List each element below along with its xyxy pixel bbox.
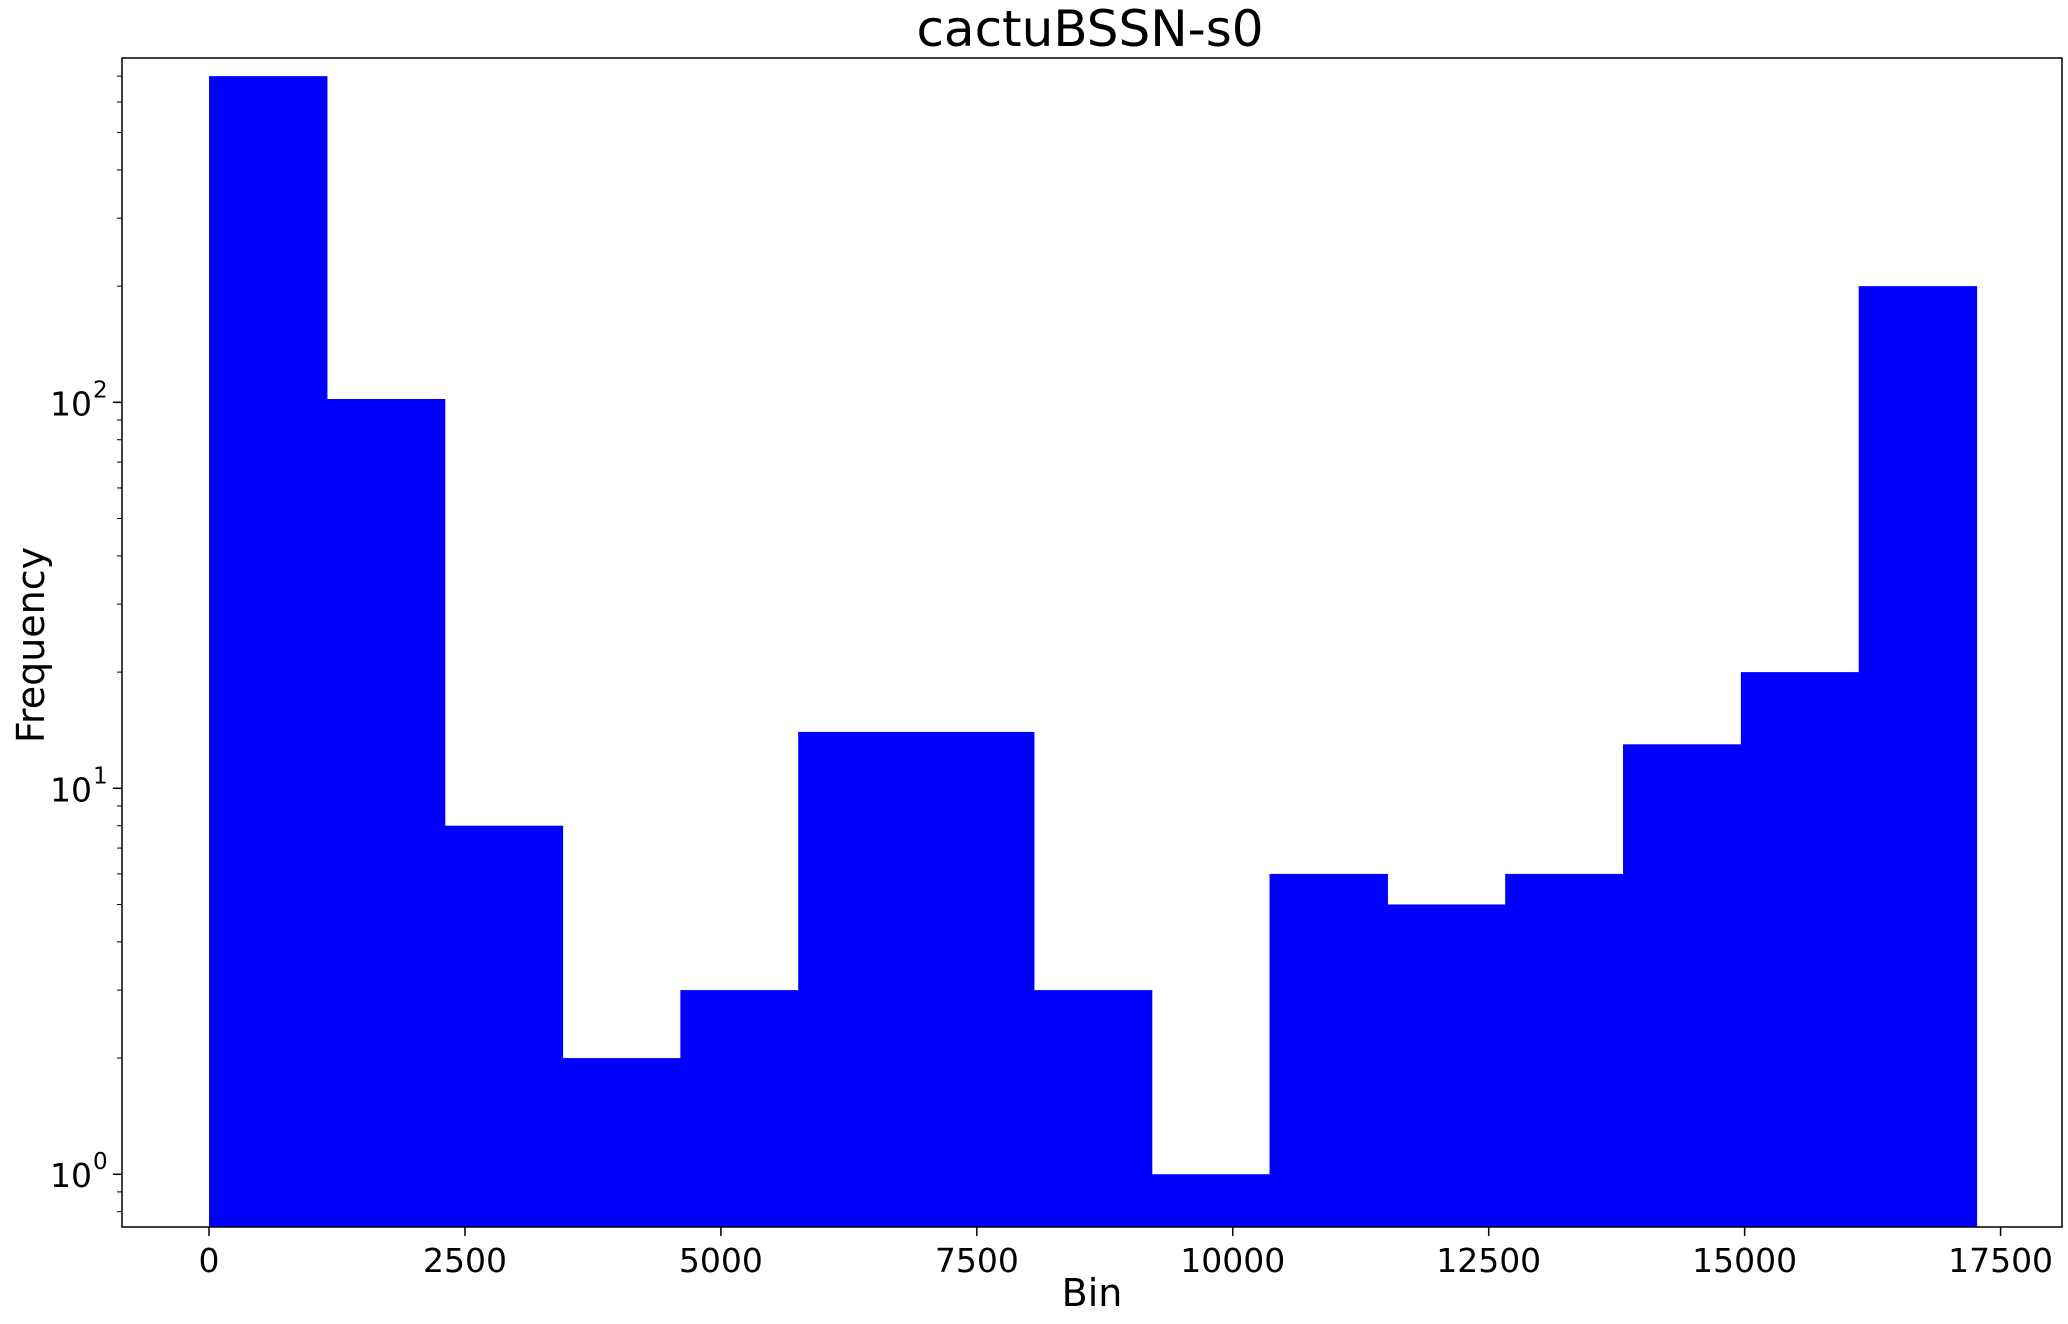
x-tick-label: 15000 [1692, 1241, 1797, 1280]
y-tick-label: 10 [50, 1156, 92, 1195]
y-tick-exponent: 2 [93, 377, 108, 403]
x-tick-label: 10000 [1180, 1241, 1285, 1280]
histogram-bar [444, 825, 564, 1227]
y-tick-label: 10 [50, 384, 92, 423]
histogram-bar [1623, 744, 1742, 1227]
x-tick-label: 0 [199, 1241, 220, 1280]
histogram-bar [1505, 873, 1624, 1227]
histogram-bar [326, 398, 446, 1228]
histogram-bar [1033, 990, 1153, 1227]
x-tick-label: 12500 [1436, 1241, 1541, 1280]
histogram-bar [798, 731, 917, 1227]
plot-frame [121, 57, 2063, 1228]
x-tick-label: 17500 [1948, 1241, 2053, 1280]
histogram-bar [1740, 672, 1860, 1227]
y-axis-label: Frequency [9, 547, 53, 743]
chart-title: cactuBSSN-s0 [916, 0, 1263, 58]
histogram-bar [209, 76, 328, 1227]
y-tick-exponent: 1 [93, 763, 108, 789]
x-tick-label: 2500 [423, 1241, 507, 1280]
histogram-bar [680, 990, 799, 1227]
histogram-bar [562, 1058, 681, 1227]
x-axis-label: Bin [1062, 1271, 1123, 1315]
histogram-bar [1858, 286, 1978, 1228]
y-tick-label: 10 [50, 770, 92, 809]
x-tick-label: 5000 [679, 1241, 763, 1280]
x-axis-ticks: 0 2500 5000 7500 10000 12500 15000 17500 [199, 1227, 2053, 1280]
bars-group [209, 76, 1978, 1228]
histogram-bar [1387, 904, 1506, 1227]
histogram-bar [1151, 1174, 1271, 1227]
y-tick-exponent: 0 [93, 1149, 108, 1175]
x-tick-label: 7500 [935, 1241, 1019, 1280]
histogram-bar [916, 731, 1035, 1227]
histogram-bar [1269, 873, 1388, 1227]
